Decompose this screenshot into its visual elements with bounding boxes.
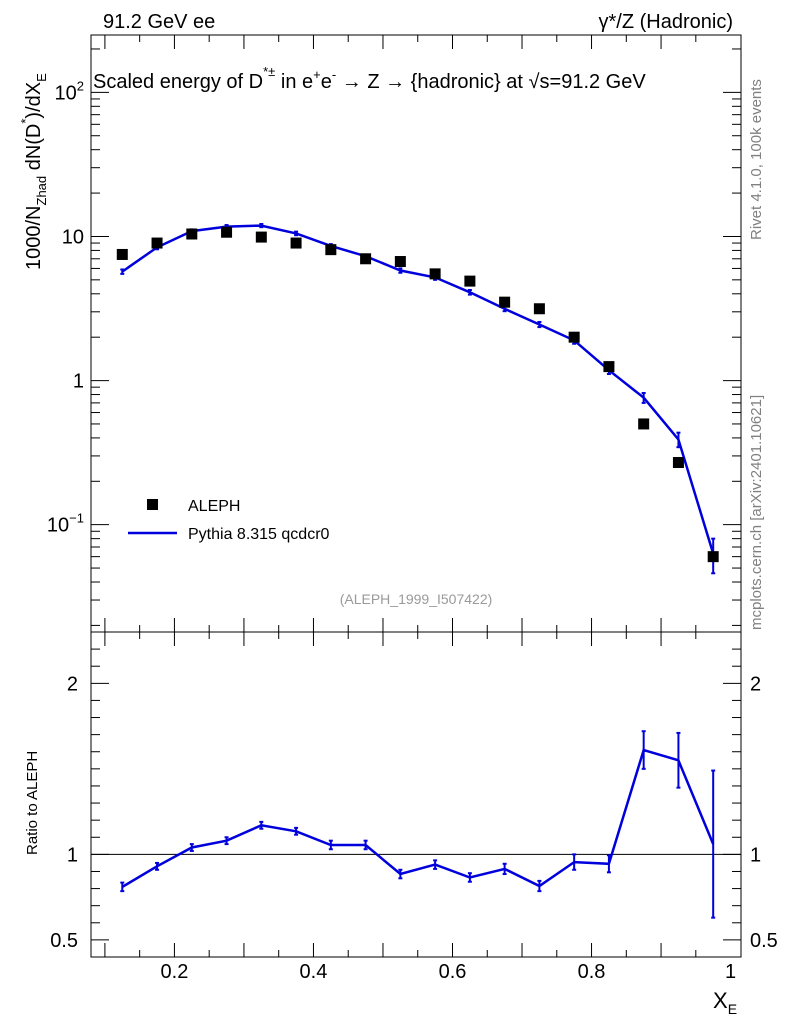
aleph-data-point xyxy=(464,275,476,287)
title-sqrt: √ xyxy=(529,71,540,93)
title-arrow-2: → xyxy=(380,71,411,93)
legend-marker-aleph xyxy=(147,499,158,510)
aleph-data-point xyxy=(360,253,372,265)
ratio-y-tick-label-right: 0.5 xyxy=(750,930,778,952)
title-part-e: {hadronic} at xyxy=(411,71,529,93)
main-y-tick-label: 10−1 xyxy=(47,511,84,537)
rivet-version-label: Rivet 4.1.0, 100k events xyxy=(748,79,765,240)
aleph-data-point xyxy=(325,244,337,256)
title-arrow-1: → xyxy=(336,71,367,93)
tick-base: 10 xyxy=(55,82,77,104)
mcplots-label: mcplots.cern.ch [arXiv:2401.10621] xyxy=(748,395,765,630)
main-y-tick-label: 10 xyxy=(62,226,84,248)
ylabel-part-a: 1000/N xyxy=(23,206,45,271)
ratio-error-bars xyxy=(120,730,716,919)
main-y-tick-label: 1 xyxy=(73,371,84,393)
title-part-d: Z xyxy=(367,71,379,93)
ratio-y-axis-label: Ratio to ALEPH xyxy=(24,751,41,855)
x-axis-label-sub: E xyxy=(728,1001,737,1017)
aleph-data-point xyxy=(638,418,650,430)
ylabel-sup-star: * xyxy=(18,119,33,124)
x-tick-label: 0.2 xyxy=(161,961,189,983)
aleph-data-point xyxy=(429,268,441,280)
plot-title: Scaled energy of D*± in e+e- → Z → {hadr… xyxy=(93,64,646,93)
mc-error-bars xyxy=(120,223,716,575)
ratio-axis-ticks xyxy=(91,632,741,957)
analysis-id-label: (ALEPH_1999_I507422) xyxy=(340,591,493,607)
tick-exponent: −1 xyxy=(69,511,84,526)
ratio-plot-frame xyxy=(90,631,742,958)
ylabel-sub-zhad: Zhad xyxy=(34,176,49,206)
ratio-y-tick-label: 2 xyxy=(67,673,78,695)
aleph-data-point xyxy=(603,361,615,373)
aleph-data-point xyxy=(568,331,580,343)
legend: ALEPH Pythia 8.315 qcdcr0 xyxy=(128,498,330,543)
aleph-data-point xyxy=(151,237,163,249)
x-tick-label: 1 xyxy=(725,961,736,983)
ratio-line-series xyxy=(121,748,715,888)
ratio-x-tick-labels: 0.2 0.4 0.6 0.8 1 xyxy=(161,961,737,983)
tick-base: 10 xyxy=(47,515,69,537)
ylabel-part-c: )/dX xyxy=(23,82,45,119)
ratio-y-tick-label-right: 2 xyxy=(750,673,761,695)
aleph-data-point xyxy=(672,457,684,469)
header-right-label: γ*/Z (Hadronic) xyxy=(599,11,733,33)
x-tick-label: 0.6 xyxy=(439,961,467,983)
main-axis-ticks xyxy=(91,35,741,632)
aleph-data-point xyxy=(116,248,128,260)
title-sup-dstar: *± xyxy=(263,64,275,79)
legend-label-aleph: ALEPH xyxy=(188,498,240,515)
ratio-y-tick-label: 0.5 xyxy=(50,930,78,952)
aleph-data-point xyxy=(499,296,511,308)
x-tick-label: 0.8 xyxy=(578,961,606,983)
ratio-y-tick-labels: 0.5 1 2 0.5 1 2 xyxy=(50,673,778,952)
aleph-data-point xyxy=(186,228,198,240)
title-part-b: in e xyxy=(275,71,313,93)
main-y-tick-label: 102 xyxy=(55,78,84,104)
aleph-data-point xyxy=(255,231,267,243)
aleph-data-point xyxy=(533,303,545,315)
title-part-f: s=91.2 GeV xyxy=(540,71,647,93)
mc-line xyxy=(121,224,715,554)
tick-exponent: 2 xyxy=(77,78,84,93)
ratio-y-tick-label-right: 1 xyxy=(750,844,761,866)
title-part-a: Scaled energy of D xyxy=(93,71,263,93)
ratio-line xyxy=(121,748,715,888)
mc-line-series xyxy=(121,224,715,554)
legend-label-pythia: Pythia 8.315 qcdcr0 xyxy=(188,526,330,543)
ylabel-part-b: dN(D xyxy=(23,124,45,176)
header-left-label: 91.2 GeV ee xyxy=(103,11,215,33)
ylabel-sub-e: E xyxy=(34,73,49,82)
main-y-axis-label: 1000/NZhad dN(D*)/dXE xyxy=(18,73,49,270)
aleph-data-point xyxy=(394,256,406,268)
ratio-y-tick-label: 1 xyxy=(67,844,78,866)
title-sup-plus: + xyxy=(313,67,321,82)
aleph-data-point xyxy=(707,551,719,563)
aleph-data-markers xyxy=(116,226,719,563)
x-axis-label: XE xyxy=(713,988,737,1017)
aleph-data-point xyxy=(290,237,302,249)
title-sup-minus: - xyxy=(332,67,336,82)
x-axis-label-main: X xyxy=(713,988,728,1013)
aleph-data-point xyxy=(221,226,233,238)
x-tick-label: 0.4 xyxy=(300,961,328,983)
title-part-c: e xyxy=(321,71,332,93)
